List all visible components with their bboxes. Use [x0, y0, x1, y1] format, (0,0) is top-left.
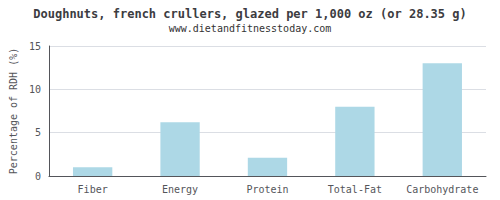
svg-text:Energy: Energy: [162, 184, 198, 195]
svg-text:Doughnuts, french crullers, gl: Doughnuts, french crullers, glazed per 1…: [33, 7, 466, 21]
svg-text:5: 5: [35, 127, 41, 138]
svg-text:Percentage of RDH (%): Percentage of RDH (%): [8, 48, 19, 174]
svg-text:0: 0: [35, 171, 41, 182]
svg-text:Fiber: Fiber: [78, 184, 108, 195]
svg-text:www.dietandfitnesstoday.com: www.dietandfitnesstoday.com: [169, 23, 332, 34]
svg-text:15: 15: [29, 41, 41, 52]
svg-text:Carbohydrate: Carbohydrate: [406, 184, 478, 195]
svg-text:Total-Fat: Total-Fat: [328, 184, 382, 195]
svg-text:10: 10: [29, 84, 41, 95]
svg-text:Protein: Protein: [246, 184, 288, 195]
